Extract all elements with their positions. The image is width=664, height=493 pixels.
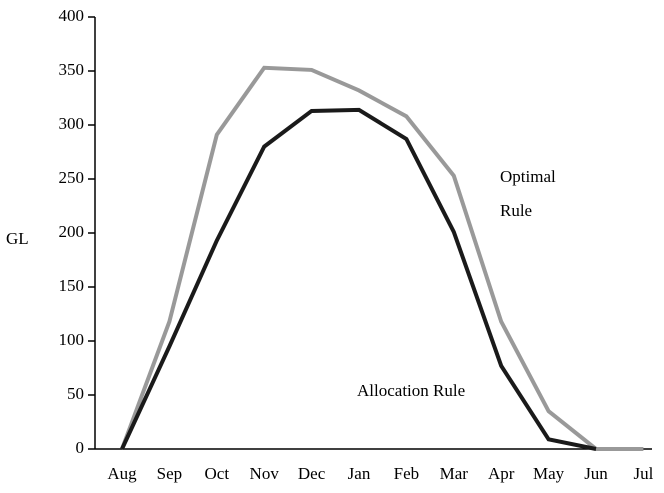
annotation: Rule [500,201,532,220]
x-tick-label: Jul [633,464,653,483]
annotation: Optimal [500,167,556,186]
y-tick-label: 150 [59,276,85,295]
x-tick-label: Sep [157,464,183,483]
y-tick-label: 250 [59,168,85,187]
y-tick-label: 350 [59,60,85,79]
annotation: Allocation Rule [357,381,465,400]
x-tick-label: Nov [250,464,280,483]
x-tick-label: Aug [107,464,137,483]
x-tick-label: May [533,464,565,483]
x-tick-label: Mar [440,464,469,483]
y-axis-label: GL [6,229,29,248]
y-tick-label: 400 [59,6,85,25]
y-tick-label: 100 [59,330,85,349]
y-tick-label: 200 [59,222,85,241]
x-tick-label: Dec [298,464,326,483]
x-tick-label: Oct [205,464,230,483]
series-line [120,107,597,451]
x-tick-label: Apr [488,464,515,483]
x-tick-label: Jan [348,464,371,483]
x-tick-label: Feb [394,464,420,483]
y-tick-label: 0 [76,438,85,457]
x-tick-label: Jun [584,464,608,483]
y-tick-label: 50 [67,384,84,403]
y-tick-label: 300 [59,114,85,133]
series-line [120,65,644,451]
